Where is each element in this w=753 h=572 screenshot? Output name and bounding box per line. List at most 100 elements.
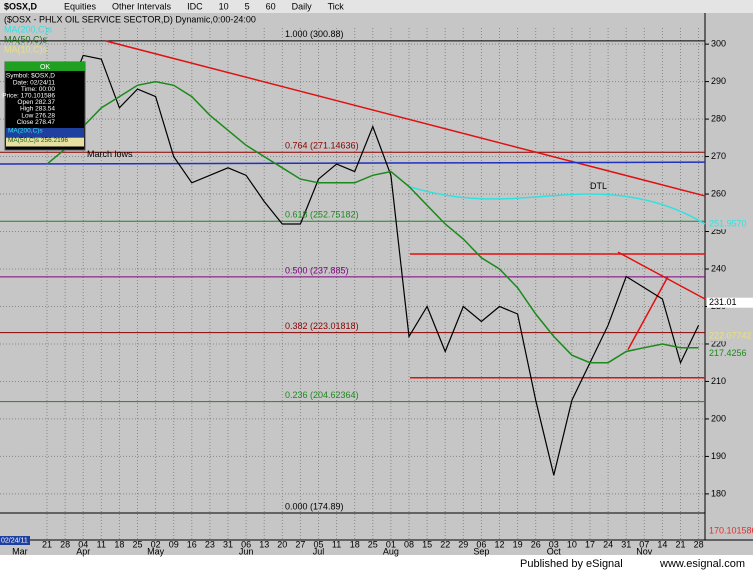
x-tick-label: 29 [458,539,468,549]
x-tick-label: 25 [132,539,142,549]
x-tick-label: 13 [259,539,269,549]
price-badge-label: 231.01 [709,297,737,307]
x-tick-label: 12 [494,539,504,549]
x-tick-label: 31 [621,539,631,549]
x-tick-label: 27 [295,539,305,549]
ma50-line [46,80,699,364]
y-tick-label: 180 [711,488,726,498]
y-tick-label: 270 [711,151,726,161]
y-tick-label: 200 [711,413,726,423]
month-label: Apr [76,546,90,556]
toolbar-button[interactable]: IDC [187,1,203,11]
toolbar-button[interactable]: Equities [64,1,97,11]
price-badge [707,297,753,308]
footer-bar [0,555,753,572]
month-label: Mar [12,546,28,556]
annotation: March lows [87,149,133,159]
price-badge [707,348,753,359]
toolbar-button[interactable]: Other Intervals [112,1,172,11]
month-label: Sep [473,546,489,556]
toolbar-button[interactable]: 60 [266,1,276,11]
x-tick-label: 31 [223,539,233,549]
x-tick-label: 14 [657,539,667,549]
x-tick-label: 09 [169,539,179,549]
month-label: Aug [383,546,399,556]
footer-url: www.esignal.com [659,558,745,570]
data-window-row: Time: 00:00 [21,86,55,93]
data-window-row: Low 276.28 [21,112,55,119]
x-tick-label: 07 [639,539,649,549]
toolbar-button[interactable]: 5 [245,1,250,11]
x-tick-label: 11 [332,539,341,549]
x-tick-label: 17 [585,539,595,549]
x-tick-label: 01 [386,539,396,549]
y-tick-label: 300 [711,38,726,48]
legend-entry: MA(10,C)s [4,44,48,54]
x-tick-label: 18 [114,539,124,549]
x-tick-label: 10 [567,539,577,549]
price-badge [707,331,753,342]
x-tick-label: 03 [549,539,559,549]
chart-title: ($OSX - PHLX OIL SERVICE SECTOR,D) Dynam… [4,14,256,24]
price-badge [707,525,753,536]
x-tick-label: 02 [151,539,161,549]
x-tick-label: 15 [422,539,432,549]
toolbar-button[interactable]: Tick [328,1,345,11]
cursor-date-box [0,536,30,545]
fib-label: 0.764 (271.14636) [285,141,359,151]
downtrend-line [104,40,706,197]
x-tick-label: 24 [603,539,613,549]
x-tick-label: 08 [404,539,414,549]
toolbar-button[interactable]: 10 [219,1,229,11]
legend-entry: MA(200,C)s [4,24,53,34]
month-label: Jul [313,546,325,556]
x-tick-label: 16 [187,539,197,549]
y-tick-label: 260 [711,188,726,198]
data-window-row: Date: 02/24/11 [13,79,56,86]
y-tick-label: 290 [711,76,726,86]
x-tick-label: 26 [531,539,541,549]
y-tick-label: 190 [711,451,726,461]
x-tick-label: 23 [205,539,215,549]
annotation: DTL [590,181,607,191]
data-window-row: Symbol: $OSX,D [6,73,55,80]
toolbar [0,0,753,13]
month-label: Oct [547,546,562,556]
price-badge-label: 222.07742 [709,331,752,341]
fib-label: 0.618 (252.75182) [285,210,359,220]
symbol-menu[interactable]: $OSX,D [4,1,38,11]
y-tick-label: 280 [711,113,726,123]
month-label: May [147,546,165,556]
x-tick-label: 18 [350,539,360,549]
march-lows-line [0,161,706,165]
data-window-header [5,62,85,71]
legend-entry: MA(50,C)s [4,34,48,44]
fib-label: 0.236 (204.62364) [285,390,359,400]
y-tick-label: 250 [711,226,726,236]
data-window-row: MA(200,C)s [8,128,43,135]
x-tick-label: 19 [513,539,523,549]
data-window-row: MA(50,C)s 256.2196 [8,137,68,144]
x-tick-label: 25 [368,539,378,549]
fib-label: 1.000 (300.88) [285,29,344,39]
toolbar-button[interactable]: Daily [292,1,313,11]
data-window-row-bg [6,128,84,137]
price-badge-label: 217.4256 [709,348,747,358]
x-tick-label: 28 [694,539,704,549]
triangle-line [627,276,669,350]
price-badge [707,219,753,230]
data-window-row: High 283.54 [20,106,55,113]
x-tick-label: 20 [277,539,287,549]
price-badge-label: 251.9570 [709,219,747,229]
x-tick-label: 06 [476,539,486,549]
y-tick-label: 210 [711,376,726,386]
fib-label: 0.382 (223.01818) [285,321,359,331]
y-tick-label: 220 [711,338,726,348]
data-window-row-bg [6,137,84,147]
fib-label: 0.000 (174.89) [285,501,344,511]
month-label: Nov [636,546,653,556]
fib-label: 0.500 (237.885) [285,265,349,275]
ma200-line [408,185,706,225]
